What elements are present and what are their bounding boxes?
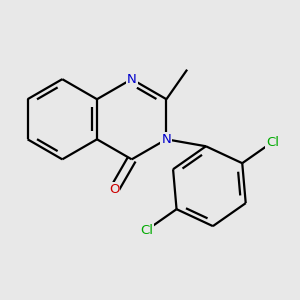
Text: N: N xyxy=(161,133,171,146)
Text: O: O xyxy=(109,183,119,196)
Text: Cl: Cl xyxy=(140,224,153,237)
Text: N: N xyxy=(127,73,136,86)
Text: Cl: Cl xyxy=(266,136,279,148)
